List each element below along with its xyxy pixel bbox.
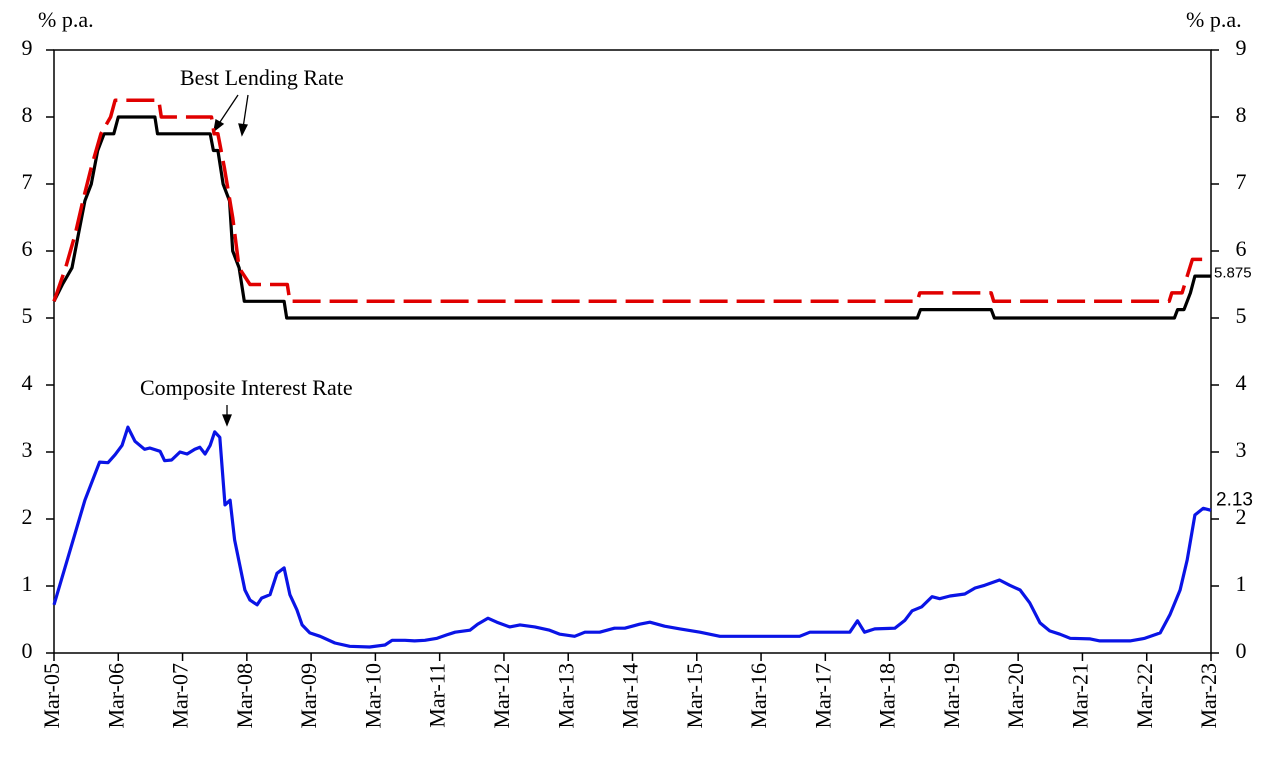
x-tick-label: Mar-22 <box>1132 663 1157 729</box>
x-tick-label: Mar-09 <box>296 663 321 729</box>
x-tick-label: Mar-19 <box>939 663 964 729</box>
y-tick-label: 5 <box>22 303 33 328</box>
x-tick-label: Mar-17 <box>810 663 835 729</box>
y-tick-label: 9 <box>22 35 33 60</box>
y-tick-label: 2 <box>22 504 33 529</box>
x-tick-label: Mar-08 <box>232 663 257 729</box>
x-tick-label: Mar-13 <box>553 663 578 729</box>
x-tick-label: Mar-18 <box>875 663 900 729</box>
y2-tick-label: 1 <box>1236 571 1247 596</box>
y2-tick-label: 8 <box>1236 102 1247 127</box>
data-label: 5.875 <box>1214 264 1252 281</box>
x-tick-label: Mar-10 <box>360 663 385 729</box>
x-tick-label: Mar-06 <box>103 663 128 729</box>
annotation: Best Lending Rate <box>180 65 344 90</box>
annotation: Composite Interest Rate <box>140 375 353 400</box>
y2-axis-label: % p.a. <box>1186 7 1242 32</box>
y-tick-label: 4 <box>22 370 33 395</box>
x-tick-label: Mar-05 <box>39 663 64 729</box>
x-tick-label: Mar-15 <box>682 663 707 729</box>
y2-tick-label: 9 <box>1236 35 1247 60</box>
y2-tick-label: 0 <box>1236 638 1247 663</box>
y-tick-label: 3 <box>22 437 33 462</box>
x-tick-label: Mar-14 <box>618 663 643 729</box>
series-line <box>52 425 1212 649</box>
y-tick-label: 8 <box>22 102 33 127</box>
x-tick-label: Mar-11 <box>425 663 450 728</box>
x-tick-label: Mar-07 <box>168 663 193 729</box>
x-tick-label: Mar-12 <box>489 663 514 729</box>
y-tick-label: 1 <box>22 571 33 596</box>
x-tick-label: Mar-23 <box>1196 663 1221 729</box>
annotation-arrows <box>213 94 249 427</box>
y2-tick-label: 4 <box>1236 370 1247 395</box>
plot-frame <box>53 49 1212 654</box>
y2-tick-label: 6 <box>1236 236 1247 261</box>
y-axis-label: % p.a. <box>38 7 94 32</box>
y2-tick-label: 2 <box>1236 504 1247 529</box>
y-tick-label: 6 <box>22 236 33 261</box>
y2-tick-label: 5 <box>1236 303 1247 328</box>
series-line <box>52 115 1211 320</box>
y-tick-label: 0 <box>22 638 33 663</box>
x-tick-label: Mar-20 <box>1003 663 1028 729</box>
x-tick-label: Mar-16 <box>746 663 771 729</box>
y2-tick-label: 7 <box>1236 169 1247 194</box>
y2-tick-label: 3 <box>1236 437 1247 462</box>
series-line <box>52 98 1211 304</box>
data-label: 2.13 <box>1216 489 1253 510</box>
y-tick-label: 7 <box>22 169 33 194</box>
x-tick-label: Mar-21 <box>1067 663 1092 729</box>
